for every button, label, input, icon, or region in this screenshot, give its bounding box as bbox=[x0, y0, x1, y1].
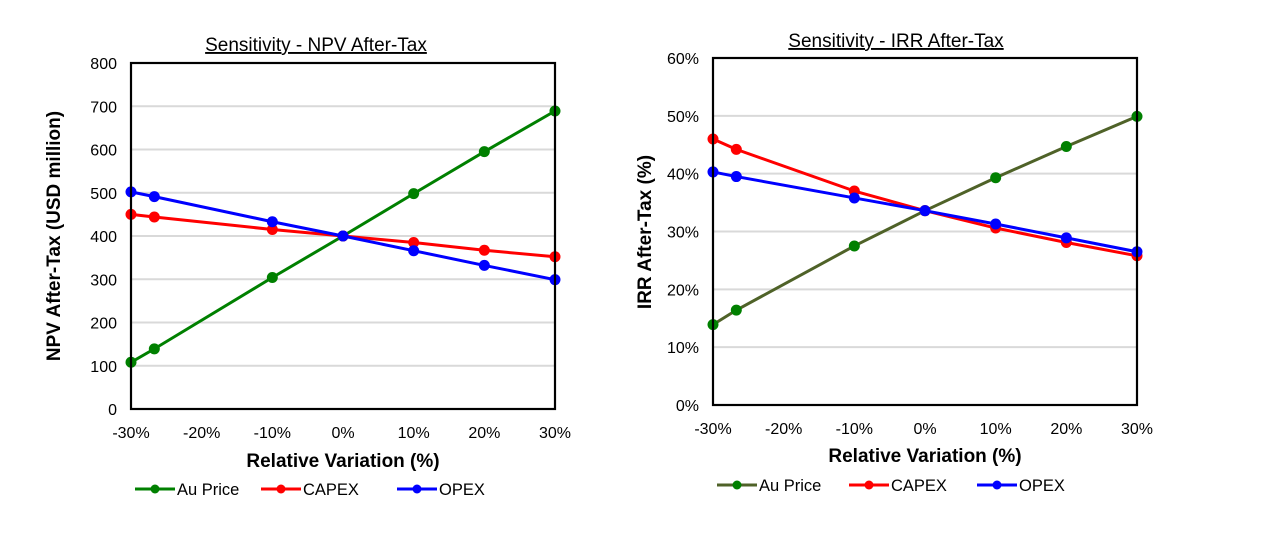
irr-gridlines bbox=[713, 114, 1137, 349]
irr-x-tick-label: -20% bbox=[765, 421, 802, 438]
irr-legend-item-capex: CAPEX bbox=[849, 477, 947, 495]
irr-y-tick-label: 10% bbox=[667, 340, 699, 357]
irr-data-point-opex bbox=[1060, 232, 1072, 244]
irr-legend: Au Price CAPEX OPEX bbox=[717, 477, 1065, 495]
npv-y-tick-label: 600 bbox=[90, 143, 117, 160]
legend-marker-icon bbox=[864, 480, 874, 490]
irr-y-axis-label: IRR After-Tax (%) bbox=[635, 155, 656, 309]
npv-x-tick-label: 30% bbox=[539, 425, 571, 442]
irr-chart: Sensitivity - IRR After-Tax 0% 10% 20% 30% 4… bbox=[635, 31, 1153, 495]
npv-legend-item-au-price: Au Price bbox=[135, 481, 239, 499]
irr-data-point-opex bbox=[919, 205, 931, 217]
npv-data-point-opex bbox=[408, 245, 420, 257]
npv-y-tick-label: 400 bbox=[90, 229, 117, 246]
irr-series bbox=[707, 110, 1143, 331]
irr-data-point-au-price bbox=[848, 240, 860, 252]
npv-plot-frame bbox=[129, 61, 557, 411]
irr-legend-item-opex: OPEX bbox=[977, 477, 1065, 495]
legend-marker-icon bbox=[732, 480, 742, 490]
npv-data-point-capex bbox=[408, 236, 420, 248]
irr-data-point-au-price bbox=[1060, 140, 1072, 152]
irr-data-point-capex bbox=[730, 143, 742, 155]
irr-x-tick-label: 10% bbox=[980, 421, 1012, 438]
irr-y-tick-label: 50% bbox=[667, 109, 699, 126]
npv-data-point-opex bbox=[148, 191, 160, 203]
npv-data-point-au-price bbox=[408, 188, 420, 200]
npv-x-tick-label: -10% bbox=[254, 425, 291, 442]
npv-y-tick-label: 300 bbox=[90, 272, 117, 289]
npv-legend: Au Price CAPEX OPEX bbox=[135, 481, 485, 499]
npv-data-point-au-price bbox=[148, 343, 160, 355]
irr-y-ticks: 0% 10% 20% 30% 40% 50% 60% bbox=[667, 51, 699, 415]
npv-legend-item-opex: OPEX bbox=[397, 481, 485, 499]
npv-x-tick-label: 10% bbox=[398, 425, 430, 442]
legend-label: OPEX bbox=[1019, 477, 1065, 495]
irr-y-tick-label: 40% bbox=[667, 167, 699, 184]
irr-x-tick-label: 0% bbox=[913, 421, 936, 438]
irr-data-point-opex bbox=[990, 218, 1002, 230]
npv-x-tick-label: -30% bbox=[112, 425, 149, 442]
legend-marker-icon bbox=[276, 484, 286, 494]
npv-series bbox=[125, 105, 561, 368]
legend-marker-icon bbox=[150, 484, 160, 494]
npv-data-point-opex bbox=[337, 230, 349, 242]
irr-y-tick-label: 0% bbox=[676, 398, 699, 415]
irr-legend-item-au-price: Au Price bbox=[717, 477, 821, 495]
irr-y-tick-label: 20% bbox=[667, 282, 699, 299]
npv-data-point-au-price bbox=[478, 146, 490, 158]
legend-label: CAPEX bbox=[891, 477, 947, 495]
npv-data-point-capex bbox=[266, 224, 278, 236]
npv-y-ticks: 0 100 200 300 400 500 600 700 800 bbox=[90, 56, 117, 419]
npv-gridlines bbox=[131, 105, 555, 367]
npv-legend-item-capex: CAPEX bbox=[261, 481, 359, 499]
irr-data-point-opex bbox=[848, 192, 860, 204]
npv-x-tick-label: 20% bbox=[468, 425, 500, 442]
irr-series-line-au-price bbox=[712, 115, 1138, 326]
irr-data-point-au-price bbox=[730, 304, 742, 316]
npv-data-point-opex bbox=[478, 259, 490, 271]
legend-marker-icon bbox=[412, 484, 422, 494]
irr-y-tick-label: 60% bbox=[667, 51, 699, 68]
npv-x-ticks: -30% -20% -10% 0% 10% 20% 30% bbox=[112, 425, 571, 442]
npv-data-point-opex bbox=[266, 216, 278, 228]
irr-x-ticks: -30% -20% -10% 0% 10% 20% 30% bbox=[694, 421, 1153, 438]
irr-x-tick-label: -30% bbox=[694, 421, 731, 438]
npv-x-tick-label: 0% bbox=[331, 425, 354, 442]
npv-x-tick-label: -20% bbox=[183, 425, 220, 442]
irr-x-axis-label: Relative Variation (%) bbox=[828, 446, 1021, 467]
npv-y-tick-label: 800 bbox=[90, 56, 117, 73]
legend-marker-icon bbox=[992, 480, 1002, 490]
npv-data-point-au-price bbox=[266, 272, 278, 284]
irr-x-tick-label: 20% bbox=[1050, 421, 1082, 438]
irr-plot-frame bbox=[711, 56, 1139, 407]
npv-y-tick-label: 100 bbox=[90, 359, 117, 376]
irr-x-tick-label: 30% bbox=[1121, 421, 1153, 438]
legend-label: Au Price bbox=[177, 481, 239, 499]
npv-y-tick-label: 200 bbox=[90, 316, 117, 333]
npv-data-point-capex bbox=[148, 211, 160, 223]
irr-y-tick-label: 30% bbox=[667, 225, 699, 242]
npv-y-tick-label: 0 bbox=[108, 402, 117, 419]
npv-y-axis-label: NPV After-Tax (USD million) bbox=[44, 111, 65, 361]
npv-chart: Sensitivity - NPV After-Tax 0 100 200 300 40… bbox=[44, 35, 571, 499]
irr-x-tick-label: -10% bbox=[836, 421, 873, 438]
npv-y-tick-label: 500 bbox=[90, 186, 117, 203]
irr-data-point-au-price bbox=[990, 172, 1002, 184]
npv-data-point-capex bbox=[478, 244, 490, 256]
legend-label: CAPEX bbox=[303, 481, 359, 499]
npv-chart-title: Sensitivity - NPV After-Tax bbox=[205, 35, 427, 56]
npv-x-axis-label: Relative Variation (%) bbox=[246, 451, 439, 472]
irr-chart-title: Sensitivity - IRR After-Tax bbox=[788, 31, 1004, 52]
npv-y-tick-label: 700 bbox=[90, 99, 117, 116]
irr-data-point-opex bbox=[730, 171, 742, 183]
legend-label: OPEX bbox=[439, 481, 485, 499]
legend-label: Au Price bbox=[759, 477, 821, 495]
